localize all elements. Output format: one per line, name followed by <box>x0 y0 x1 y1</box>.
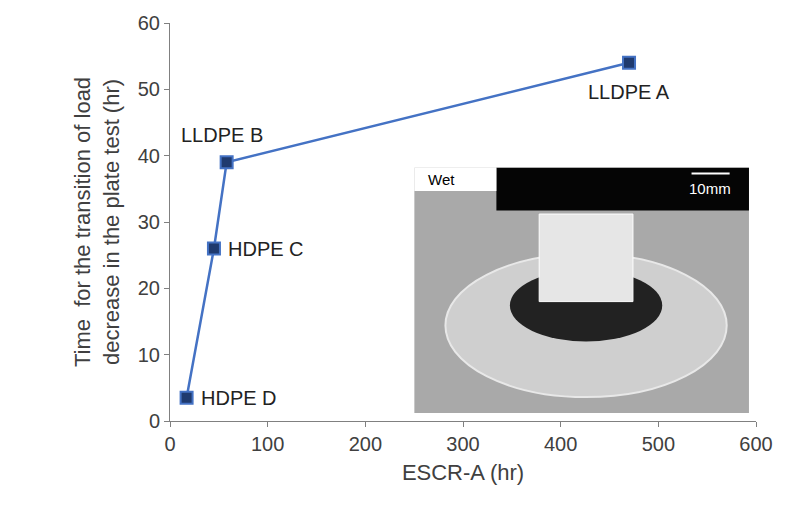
svg-text:LLDPE A: LLDPE A <box>588 81 670 103</box>
svg-text:500: 500 <box>642 433 675 455</box>
svg-text:40: 40 <box>138 145 160 167</box>
svg-text:Wet: Wet <box>428 171 455 188</box>
svg-text:300: 300 <box>446 433 479 455</box>
svg-text:HDPE C: HDPE C <box>228 238 304 260</box>
svg-text:20: 20 <box>138 277 160 299</box>
svg-text:600: 600 <box>739 433 772 455</box>
svg-text:50: 50 <box>138 78 160 100</box>
svg-text:100: 100 <box>251 433 284 455</box>
svg-text:10mm: 10mm <box>689 180 731 197</box>
svg-text:10: 10 <box>138 344 160 366</box>
svg-text:30: 30 <box>138 211 160 233</box>
svg-text:LLDPE B: LLDPE B <box>181 124 263 146</box>
svg-text:0: 0 <box>164 433 175 455</box>
svg-text:HDPE D: HDPE D <box>201 387 277 409</box>
svg-text:400: 400 <box>544 433 577 455</box>
svg-text:60: 60 <box>138 12 160 34</box>
svg-text:200: 200 <box>349 433 382 455</box>
svg-text:Time for the transition of lo: Time for the transition of loaddecrease … <box>70 77 124 367</box>
svg-text:ESCR-A (hr): ESCR-A (hr) <box>402 460 524 485</box>
svg-text:0: 0 <box>149 410 160 432</box>
